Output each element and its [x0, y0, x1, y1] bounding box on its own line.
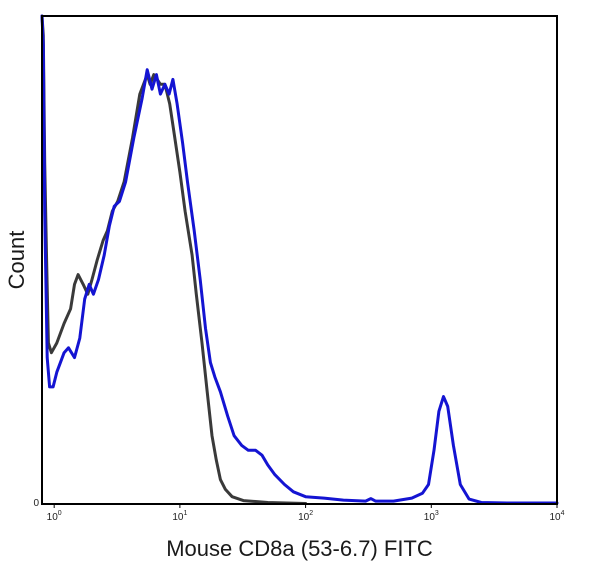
y-tick-layer: 0 [33, 498, 39, 509]
x-tick-label: 100 [47, 510, 62, 523]
x-axis-title: Mouse CD8a (53-6.7) FITC [166, 536, 433, 561]
x-tick-label: 104 [549, 510, 564, 523]
y-axis-title: Count [4, 231, 29, 290]
y-tick-label: 0 [33, 498, 39, 509]
series-line-2 [40, 14, 559, 505]
x-tick-label: 101 [172, 510, 187, 523]
series-layer [40, 14, 559, 505]
x-tick-label: 102 [298, 510, 313, 523]
x-tick-label: 103 [424, 510, 439, 523]
x-tick-layer: 100 101 102 103 104 [47, 504, 565, 523]
plot-frame [41, 15, 558, 505]
